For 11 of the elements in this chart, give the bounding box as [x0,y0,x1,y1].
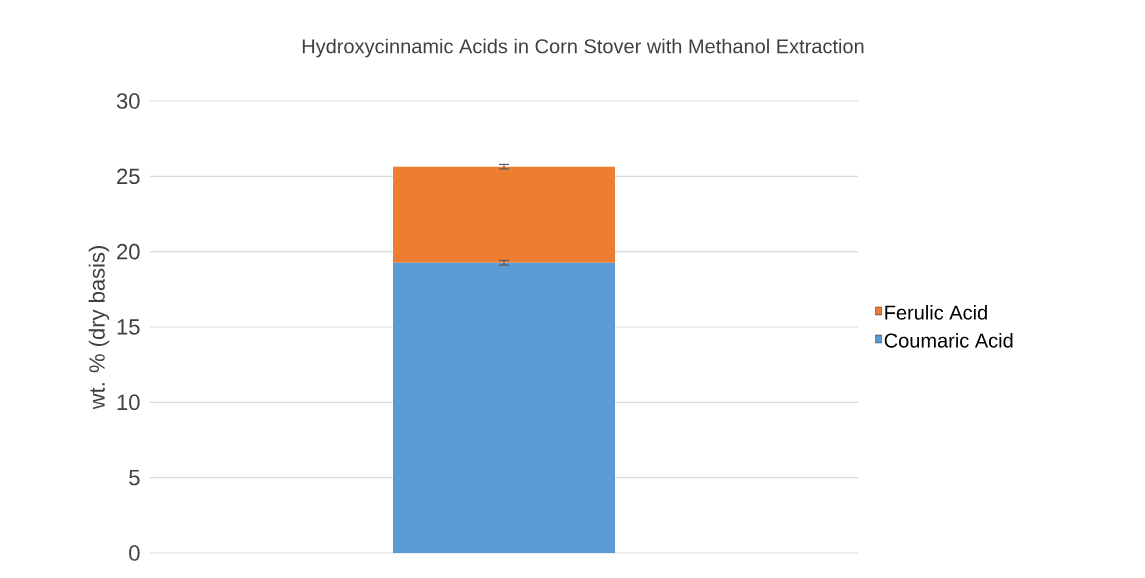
y-tick-label: 15 [117,319,140,335]
legend-label: Ferulic Acid [885,305,987,320]
legend-label: Coumaric Acid [884,332,1013,348]
y-tick-label: 25 [117,168,140,185]
y-tick-label: 30 [116,93,140,109]
y-tick-label: 5 [129,469,140,486]
y-tick-label: 10 [117,394,140,411]
chart-title: Hydroxycinnamic Acids in Corn Stover with Methanol Extraction [302,38,864,58]
y-tick-label: 0 [129,545,140,561]
y-tick-label: 20 [117,243,140,260]
y-axis-title: wt. % (dry basis) [88,246,110,410]
